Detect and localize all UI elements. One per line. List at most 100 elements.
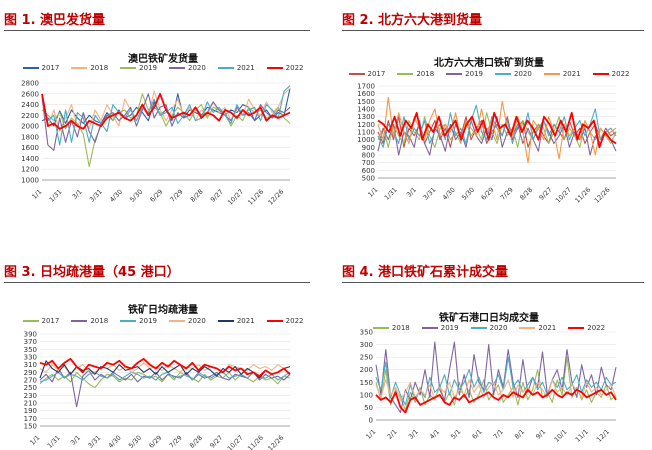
legend-label: 2020 xyxy=(514,70,532,78)
legend-item: 2022 xyxy=(266,64,303,72)
legend-item: 2018 xyxy=(71,317,108,325)
x-tick-label: 6/1 xyxy=(471,428,484,441)
y-tick-label: 1600 xyxy=(357,90,375,98)
legend-swatch xyxy=(169,320,185,322)
legend-label: 2019 xyxy=(139,64,157,72)
y-tick-label: 1200 xyxy=(21,166,39,174)
x-tick-label: 12/26 xyxy=(593,186,612,205)
x-tick-label: 3/1 xyxy=(69,434,82,447)
y-tick-label: 2400 xyxy=(21,101,39,109)
legend-item: 2018 xyxy=(71,64,108,72)
y-tick-label: 190 xyxy=(24,407,37,415)
y-tick-label: 500 xyxy=(362,175,375,183)
x-tick-label: 5/30 xyxy=(460,186,476,202)
legend-label: 2020 xyxy=(188,317,206,325)
x-tick-label: 3/1 xyxy=(407,428,420,441)
legend-item: 2021 xyxy=(543,70,581,78)
x-tick-label: 11/26 xyxy=(573,186,592,205)
x-tick-label: 1/31 xyxy=(48,188,64,204)
chart-plot: 5006007008009001000110012001300140015001… xyxy=(357,83,617,205)
y-tick-label: 170 xyxy=(24,415,37,423)
legend-item: 2022 xyxy=(568,324,605,332)
y-tick-label: 700 xyxy=(362,159,375,167)
legend-item: 2019 xyxy=(421,324,459,332)
legend-swatch xyxy=(120,320,137,322)
y-tick-label: 330 xyxy=(24,354,37,362)
legend-item: 2020 xyxy=(169,317,206,325)
x-tick-label: 5/1 xyxy=(449,428,462,441)
legend-item: 2021 xyxy=(217,317,255,325)
x-tick-label: 5/30 xyxy=(128,188,144,204)
legend-swatch xyxy=(120,67,137,69)
x-tick-label: 1/1 xyxy=(30,188,43,201)
x-tick-label: 4/30 xyxy=(107,434,123,450)
series-line-2017 xyxy=(39,371,291,389)
legend-item: 2022 xyxy=(266,317,304,325)
chart-title: 铁矿日均疏港量 xyxy=(128,305,198,316)
legend-swatch xyxy=(22,320,39,322)
y-tick-label: 1100 xyxy=(357,129,375,137)
legend-label: 2021 xyxy=(236,317,255,325)
legend-label: 2019 xyxy=(440,324,459,332)
x-tick-label: 4/30 xyxy=(441,186,457,202)
legend-swatch xyxy=(266,67,283,69)
panel-divider xyxy=(4,30,310,31)
x-tick-label: 8/28 xyxy=(518,186,534,202)
legend-item: 2019 xyxy=(446,70,483,78)
legend-swatch xyxy=(169,67,185,69)
legend-swatch xyxy=(495,73,511,75)
legend-label: 2018 xyxy=(90,317,109,325)
legend-label: 2018 xyxy=(416,70,435,78)
panel-4: 图 4. 港口铁矿石累计成交量 铁矿石港口日均成交量 2018 2019 2020 2… xyxy=(326,225,652,450)
x-tick-label: 10/27 xyxy=(226,434,245,450)
x-tick-label: 4/30 xyxy=(108,188,124,204)
y-tick-label: 2800 xyxy=(21,80,39,88)
x-tick-label: 12/26 xyxy=(266,188,285,207)
series-line-2020 xyxy=(377,104,617,148)
series-line-2019 xyxy=(39,371,291,383)
panel-divider xyxy=(342,282,644,283)
y-tick-label: 310 xyxy=(24,361,37,369)
legend-swatch xyxy=(22,67,39,69)
legend-label: 2017 xyxy=(41,317,60,325)
y-tick-label: 300 xyxy=(360,341,373,349)
y-tick-label: 900 xyxy=(362,144,375,152)
legend-item: 2017 xyxy=(348,70,385,78)
legend-item: 2019 xyxy=(120,64,157,72)
y-tick-label: 800 xyxy=(362,152,375,160)
y-tick-label: 210 xyxy=(24,400,37,408)
y-tick-label: 1000 xyxy=(357,136,375,144)
legend-label: 2021 xyxy=(236,64,255,72)
y-tick-label: 2200 xyxy=(21,112,39,120)
legend-label: 2019 xyxy=(139,317,157,325)
chart-legend: 2017 2018 2019 2020 2021 2022 xyxy=(0,317,326,325)
legend-swatch xyxy=(592,73,609,75)
chart-title: 铁矿石港口日均成交量 xyxy=(439,313,539,324)
x-tick-label: 11/1 xyxy=(574,428,590,444)
legend-label: 2020 xyxy=(188,64,206,72)
series-line-2018 xyxy=(377,112,617,148)
legend-swatch xyxy=(348,73,365,75)
series-line-2018 xyxy=(41,87,291,133)
y-tick-label: 1000 xyxy=(21,177,39,185)
x-tick-label: 7/1 xyxy=(492,428,505,441)
legend-label: 2022 xyxy=(285,317,304,325)
y-tick-label: 350 xyxy=(24,346,37,354)
x-tick-label: 8/28 xyxy=(189,188,205,204)
y-tick-label: 370 xyxy=(24,338,37,346)
panel-title: 图 4. 港口铁矿石累计成交量 xyxy=(342,265,509,280)
y-tick-label: 390 xyxy=(24,331,37,339)
y-tick-label: 290 xyxy=(24,369,37,377)
legend-swatch xyxy=(71,320,88,322)
panel-divider xyxy=(4,282,310,283)
y-tick-label: 1600 xyxy=(21,144,39,152)
legend-swatch xyxy=(543,73,560,75)
legend-label: 2018 xyxy=(391,324,410,332)
legend-swatch xyxy=(568,327,585,329)
x-tick-label: 3/31 xyxy=(88,188,104,204)
y-tick-label: 2000 xyxy=(21,123,39,131)
x-tick-label: 10/27 xyxy=(226,188,245,207)
x-tick-label: 1/31 xyxy=(383,186,399,202)
series-line-2019 xyxy=(375,341,617,414)
x-tick-label: 8/1 xyxy=(513,428,526,441)
